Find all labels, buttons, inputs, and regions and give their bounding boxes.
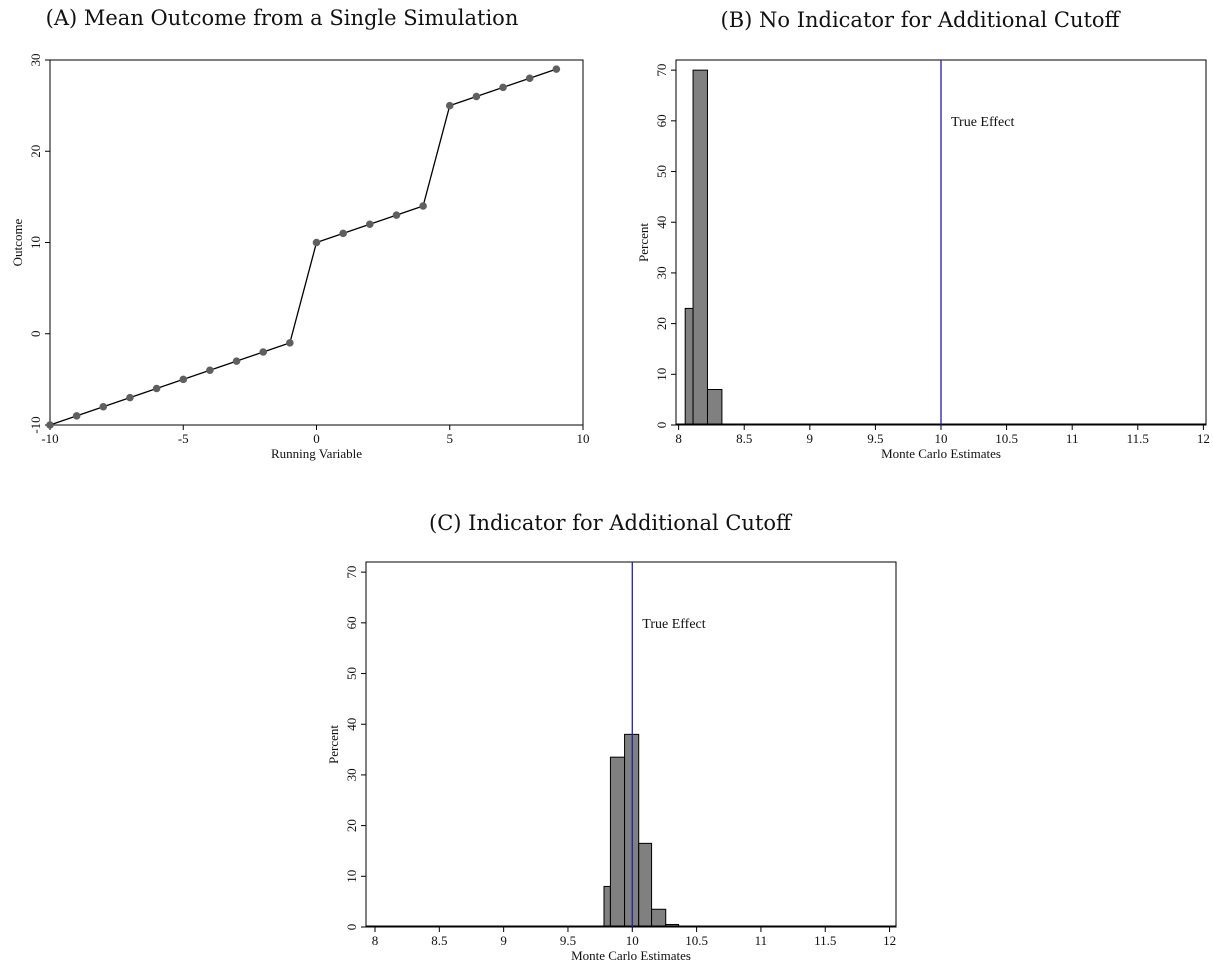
panel-c-x-tick-label: 8 <box>372 933 379 948</box>
panel-a-data-point <box>179 375 188 384</box>
panel-a-y-tick-label: 30 <box>28 54 43 67</box>
panel-b-y-axis-title: Percent <box>636 223 651 262</box>
panel-c-x-tick-label: 9 <box>500 933 507 948</box>
panel-c-y-tick-label: 0 <box>344 924 359 931</box>
panel-b-x-tick-label: 9.5 <box>867 431 883 446</box>
panel-a-data-point <box>72 412 81 420</box>
panel-a-data-point <box>286 339 294 347</box>
panel-c-x-tick-label: 11 <box>755 933 768 948</box>
panel-a-data-point <box>259 348 268 356</box>
panel-c-y-tick-label: 10 <box>344 870 359 883</box>
panel-a-y-tick-label: 20 <box>28 145 43 158</box>
panel-b-x-tick-label: 10 <box>935 431 948 446</box>
panel-c-y-tick-label: 40 <box>344 718 359 731</box>
panel-c-histogram-bar <box>603 885 611 928</box>
panel-b-x-tick-label: 12 <box>1197 431 1210 446</box>
panel-b-x-axis-title: Monte Carlo Estimates <box>881 446 1001 461</box>
panel-b-y-tick-label: 0 <box>654 422 669 429</box>
panel-a-data-point <box>152 384 161 393</box>
panel-a-x-axis-title: Running Variable <box>271 446 362 461</box>
panel-a-x-tick-label: 5 <box>447 431 454 446</box>
panel-c-x-tick-label: 9.5 <box>560 933 576 948</box>
panel-c-x-axis-title: Monte Carlo Estimates <box>571 948 691 963</box>
panel-b-x-tick-label: 8.5 <box>736 431 752 446</box>
panel-c-x-tick-label: 11.5 <box>814 933 836 948</box>
panel-a-data-point <box>339 229 347 238</box>
panel-a-data-point <box>126 393 134 402</box>
panel-a-data-point <box>46 421 54 429</box>
panel-a-y-tick-label: 0 <box>28 331 43 338</box>
panel-a-data-point <box>99 402 108 411</box>
panel-b-histogram-bar <box>692 69 708 426</box>
panel-b-x-tick-label: 9 <box>807 431 814 446</box>
panel-a-x-tick-label: -5 <box>178 431 189 446</box>
panel-c-y-tick-label: 70 <box>344 566 359 579</box>
panel-a-data-point <box>232 357 241 365</box>
panel-c-title: (C) Indicator for Additional Cutoff <box>429 511 791 535</box>
panel-a-y-tick-label: -10 <box>28 416 43 433</box>
panel-b-y-tick-label: 70 <box>654 64 669 77</box>
panel-a-title: (A) Mean Outcome from a Single Simulatio… <box>45 6 519 30</box>
panel-b-y-tick-label: 40 <box>654 216 669 229</box>
panel-c-y-tick-label: 50 <box>344 667 359 680</box>
panel-a-data-point <box>312 238 321 247</box>
panel-a-data-point <box>419 202 427 210</box>
panel-a-x-tick-label: 10 <box>577 431 590 446</box>
panel-a-data-point <box>392 211 401 219</box>
panel-a-y-tick-label: 10 <box>28 236 43 249</box>
panel-c-true-effect-label: True Effect <box>642 617 705 632</box>
panel-a-data-point <box>499 83 507 92</box>
panel-b-x-tick-label: 11 <box>1066 431 1079 446</box>
panel-b-true-effect-label: True Effect <box>951 115 1014 130</box>
panel-a-series-line <box>49 68 557 426</box>
panel-b-x-tick-label: 10.5 <box>995 431 1018 446</box>
panel-b-y-tick-label: 20 <box>654 317 669 330</box>
panel-a-data-point <box>525 74 534 83</box>
panel-b-y-tick-label: 30 <box>654 266 669 279</box>
panel-c-x-tick-label: 8.5 <box>431 933 447 948</box>
panel-c-y-tick-label: 60 <box>344 616 359 629</box>
panel-b-title: (B) No Indicator for Additional Cutoff <box>720 8 1120 32</box>
panel-a-x-tick-label: 0 <box>313 431 320 446</box>
panel-c-x-tick-label: 10.5 <box>685 933 708 948</box>
panel-a-data-point <box>472 92 481 101</box>
panel-a-y-axis-title: Outcome <box>10 218 25 266</box>
panel-a-data-point <box>445 101 454 110</box>
panel-c-x-tick-label: 10 <box>626 933 639 948</box>
panel-c-histogram-bar <box>638 842 653 928</box>
panel-b-y-tick-label: 60 <box>654 114 669 127</box>
panel-b-histogram-bar <box>706 389 723 426</box>
panel-b-y-tick-label: 50 <box>654 165 669 178</box>
panel-a-data-point <box>206 366 214 375</box>
panel-c-y-tick-label: 20 <box>344 819 359 832</box>
panel-b-x-tick-label: 11.5 <box>1127 431 1149 446</box>
panel-a-x-tick-label: -10 <box>41 431 58 446</box>
panel-c-y-axis-title: Percent <box>326 725 341 764</box>
panel-c-y-tick-label: 30 <box>344 768 359 781</box>
panel-c-x-tick-label: 12 <box>883 933 896 948</box>
panel-b-y-tick-label: 10 <box>654 368 669 381</box>
panel-b-histogram-bar <box>684 307 694 426</box>
panel-a-data-point <box>366 220 374 229</box>
panel-b-x-tick-label: 8 <box>675 431 682 446</box>
panel-c-histogram-bar <box>651 908 667 928</box>
panel-a-data-point <box>552 65 561 73</box>
panel-c-histogram-bar <box>609 756 626 928</box>
